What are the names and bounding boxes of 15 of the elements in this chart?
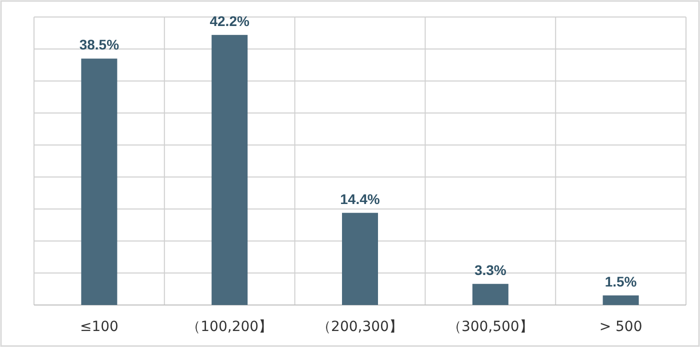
data-label: 38.5% <box>79 36 120 53</box>
data-label: 42.2% <box>210 12 250 29</box>
bar <box>342 212 378 305</box>
x-tick-label: （200,300】 <box>317 319 403 335</box>
data-label: 3.3% <box>474 262 507 278</box>
x-tick-label: （300,500】 <box>447 319 534 335</box>
x-tick-label: ≤100 <box>80 319 118 335</box>
bar <box>81 58 118 305</box>
x-tick-label: （100,200】 <box>186 319 273 335</box>
bar <box>212 34 248 305</box>
bar <box>602 295 639 305</box>
data-label: 1.5% <box>604 273 638 290</box>
data-label: 14.4% <box>340 190 380 207</box>
x-tick-label: > 500 <box>599 319 642 335</box>
bar <box>472 284 508 305</box>
